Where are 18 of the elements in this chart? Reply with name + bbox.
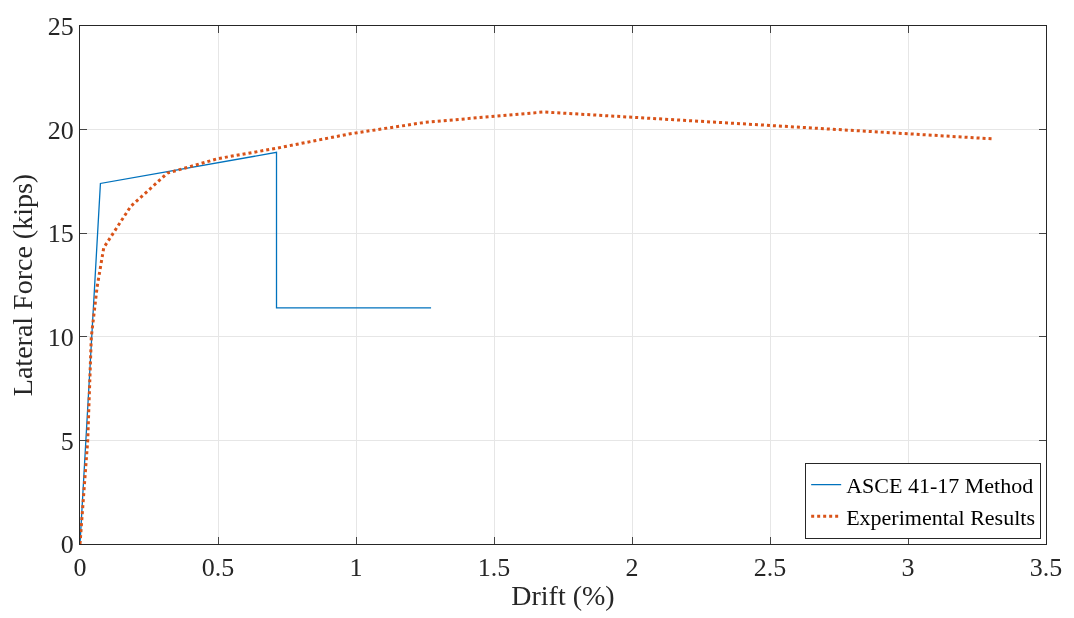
y-tick-label: 0: [60, 530, 74, 560]
x-tick-label: 2.5: [753, 553, 787, 583]
x-tick-label: 2: [625, 553, 639, 583]
y-tick-label: 5: [60, 426, 74, 456]
y-tick-label: 25: [47, 12, 74, 42]
x-axis-title: Drift (%): [511, 580, 615, 612]
x-tick-label: 0.5: [201, 553, 235, 583]
x-tick-label: 1.5: [477, 553, 511, 583]
y-axis-title: Lateral Force (kips): [7, 173, 39, 397]
y-tick-label: 15: [47, 219, 74, 249]
legend-label: Experimental Results: [846, 504, 1035, 530]
x-tick-label: 1: [349, 553, 363, 583]
x-tick-label: 3: [901, 553, 915, 583]
legend-label: ASCE 41-17 Method: [846, 473, 1034, 499]
line-series: [80, 151, 432, 544]
y-tick-label: 10: [47, 322, 74, 352]
x-tick-label: 3.5: [1029, 553, 1063, 583]
y-tick-label: 20: [47, 115, 74, 145]
